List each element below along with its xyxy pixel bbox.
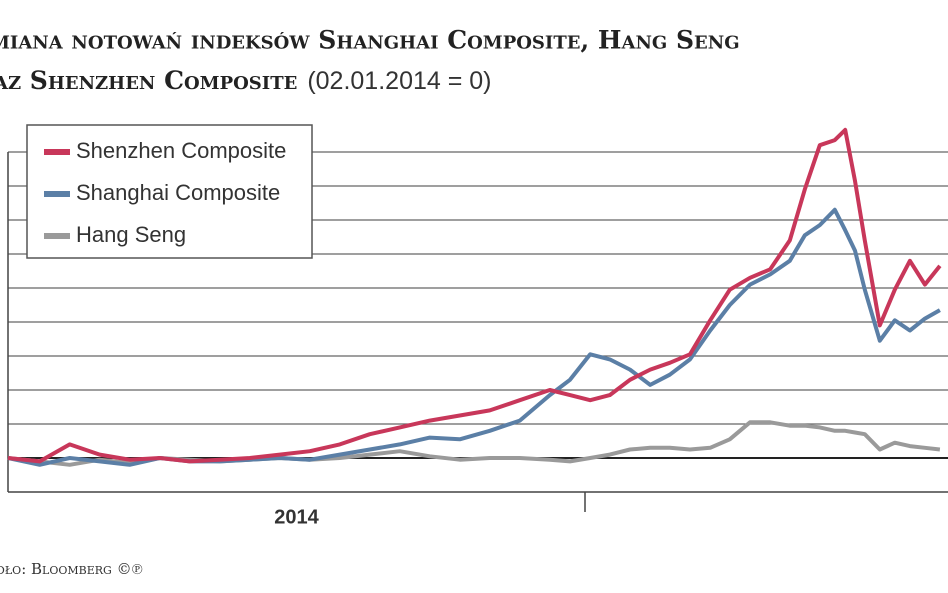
legend-label: Hang Seng bbox=[76, 222, 186, 247]
series-line bbox=[7, 127, 942, 464]
chart-subtitle: (02.01.2014 = 0) bbox=[307, 67, 491, 95]
source: dło: Bloomberg ©℗ bbox=[0, 560, 143, 578]
legend bbox=[26, 124, 313, 259]
chart-title: az Shenzhen Composite bbox=[0, 66, 297, 95]
legend-label: Shenzhen Composite bbox=[76, 138, 286, 163]
chart-title: miana notowań indeksów Shanghai Composit… bbox=[0, 26, 740, 55]
x-tick-label: 2014 bbox=[274, 506, 319, 528]
legend-label: Shanghai Composite bbox=[76, 180, 280, 205]
chart-title-line: az Shenzhen Composite (02.01.2014 = 0) bbox=[0, 66, 492, 95]
